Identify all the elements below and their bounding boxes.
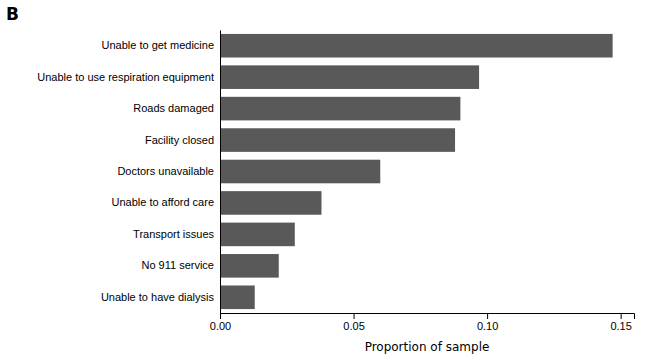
x-tick-mark bbox=[354, 313, 355, 319]
y-tick-label: Unable to afford care bbox=[111, 196, 214, 208]
bar bbox=[220, 128, 455, 152]
panel-label: B bbox=[6, 4, 19, 24]
y-tick: Roads damaged bbox=[133, 102, 214, 114]
y-axis-line bbox=[220, 31, 221, 314]
bar bbox=[220, 34, 613, 58]
bar bbox=[220, 223, 295, 247]
x-tick-mark bbox=[487, 313, 488, 319]
bar bbox=[220, 191, 321, 215]
bar bbox=[220, 160, 380, 184]
x-tick-label: 0.00 bbox=[210, 320, 231, 332]
x-tick-label: 0.05 bbox=[343, 320, 364, 332]
y-tick-label: Unable to get medicine bbox=[101, 39, 214, 51]
x-axis: 0.00 0.05 0.10 0.15 bbox=[210, 313, 635, 332]
y-tick: No 911 service bbox=[141, 259, 214, 271]
y-tick: Unable to use respiration equipment bbox=[37, 71, 214, 83]
y-tick: Unable to afford care bbox=[111, 196, 214, 208]
x-tick: 0.00 bbox=[210, 313, 231, 332]
y-axis: Unable to have dialysis No 911 service Tra… bbox=[37, 31, 220, 314]
y-tick: Facility closed bbox=[145, 134, 214, 146]
y-tick-label: No 911 service bbox=[141, 259, 214, 271]
y-tick: Doctors unavailable bbox=[117, 165, 214, 177]
bar bbox=[220, 97, 460, 121]
bar bbox=[220, 285, 255, 309]
x-tick-mark bbox=[621, 313, 622, 319]
y-tick: Unable to get medicine bbox=[101, 39, 214, 51]
x-tick: 0.10 bbox=[477, 313, 498, 332]
y-tick: Transport issues bbox=[133, 228, 214, 240]
bar bbox=[220, 254, 279, 278]
x-tick-label: 0.15 bbox=[610, 320, 631, 332]
plot: 0.00 0.05 0.10 0.15 Unable to have dialysis N… bbox=[37, 31, 634, 332]
bars bbox=[220, 34, 613, 309]
x-axis-line bbox=[221, 314, 635, 320]
y-tick-label: Roads damaged bbox=[133, 102, 214, 114]
x-tick-label: 0.10 bbox=[477, 320, 498, 332]
y-tick-label: Unable to have dialysis bbox=[101, 291, 215, 303]
y-tick: Unable to have dialysis bbox=[101, 291, 215, 303]
x-tick: 0.05 bbox=[343, 313, 364, 332]
bar bbox=[220, 65, 479, 89]
y-tick-label: Unable to use respiration equipment bbox=[37, 71, 214, 83]
y-tick-label: Transport issues bbox=[133, 228, 214, 240]
x-axis-title: Proportion of sample bbox=[365, 340, 490, 354]
x-tick-mark bbox=[220, 313, 221, 319]
y-tick-label: Doctors unavailable bbox=[117, 165, 214, 177]
x-tick: 0.15 bbox=[610, 313, 631, 332]
y-tick-label: Facility closed bbox=[145, 134, 214, 146]
chart: 0.00 0.05 0.10 0.15 Unable to have dialysis N… bbox=[0, 0, 658, 361]
